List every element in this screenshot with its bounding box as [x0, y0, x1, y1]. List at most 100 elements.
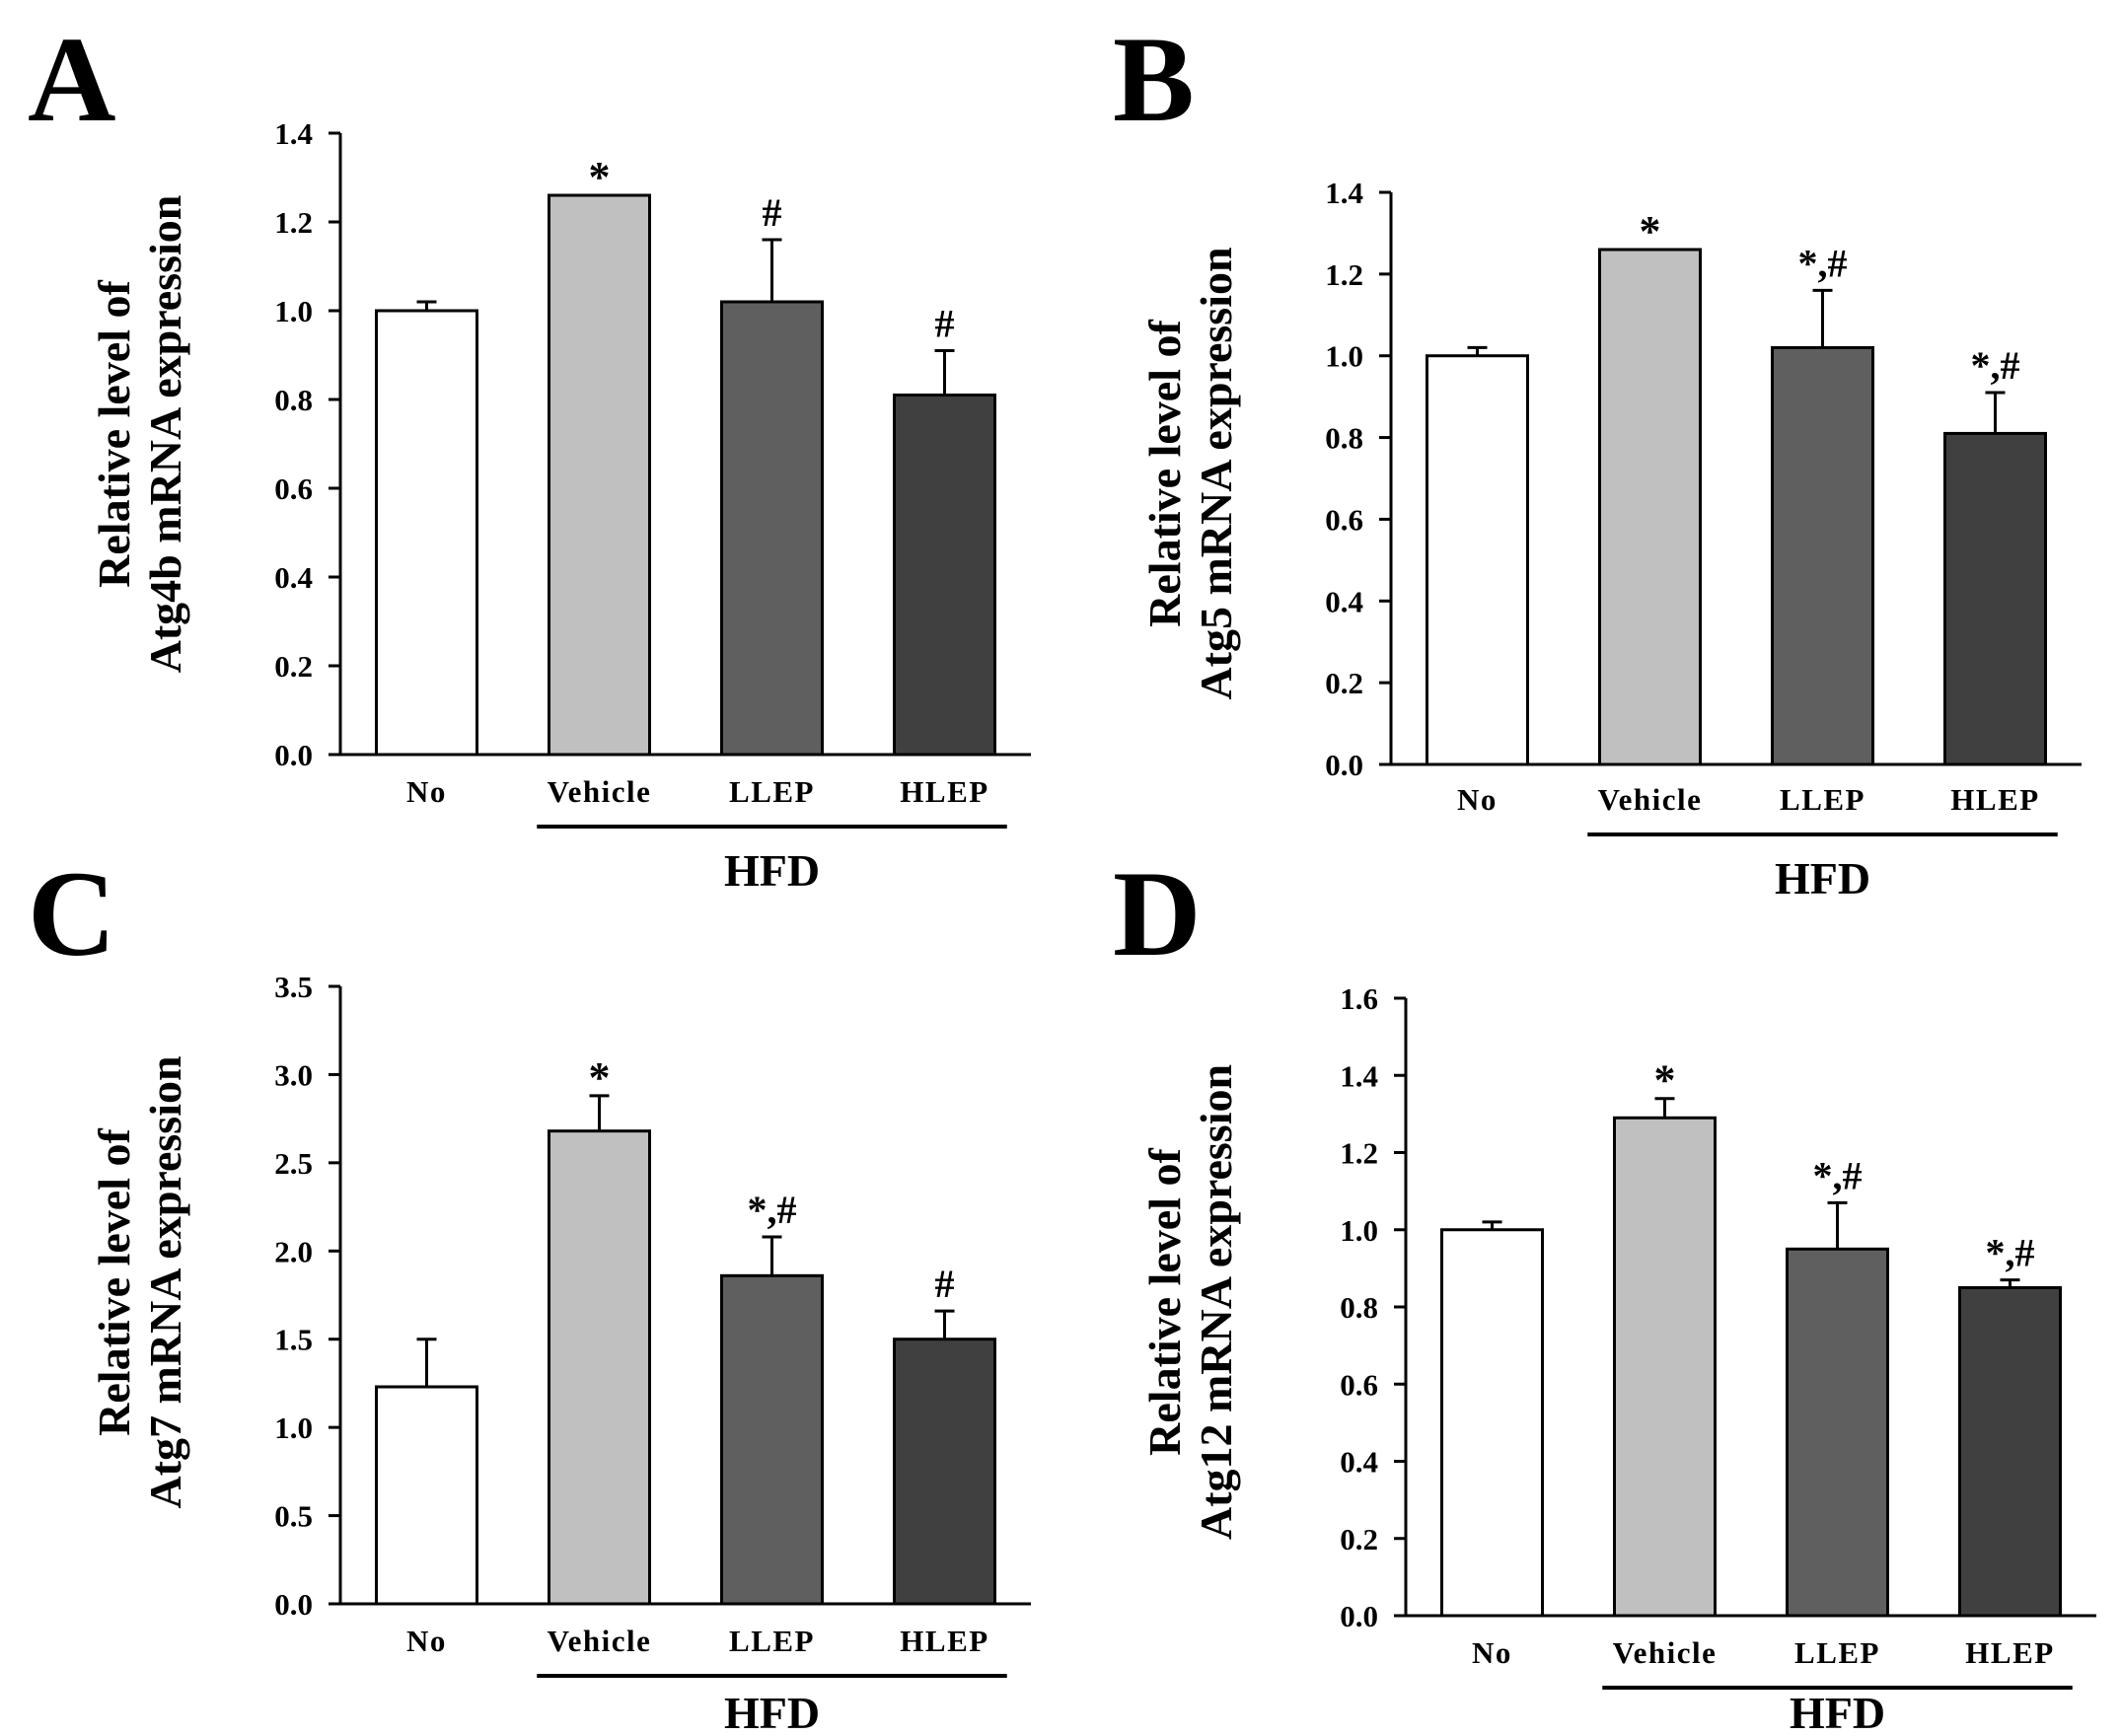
group-label-hfd: HFD: [1775, 853, 1870, 904]
y-ticks: 0.0 0.2 0.4 0.6 0.8 1.0 1.2 1.4: [1325, 176, 1391, 782]
y-tick-label: 0.6: [1325, 502, 1363, 537]
x-tick-label-no: No: [1457, 782, 1498, 817]
significance-vehicle: *: [589, 1053, 611, 1102]
bar-no: [1440, 1228, 1544, 1618]
chart-panel-b: B Relative level of Atg5 mRNA expression…: [1113, 12, 2082, 904]
bar-no: [1426, 354, 1529, 766]
y-tick-label: 1.5: [274, 1323, 313, 1357]
bar-hlep: [1958, 1285, 2062, 1618]
chart-panel-a: A Relative level of Atg4b mRNA expressio…: [28, 12, 1031, 896]
y-tick-label: 0.2: [1340, 1522, 1378, 1556]
panel-letter-a: A: [28, 12, 116, 147]
y-tick-label: 0.6: [274, 471, 313, 506]
bars: No * Vehicle # LLEP # HLEP: [375, 153, 996, 809]
bar-llep: [720, 1273, 824, 1606]
bar-no: [375, 1385, 478, 1606]
bars: No * Vehicle *,# LLEP *,# HLEP: [1426, 207, 2047, 817]
y-tick-label: 1.2: [274, 205, 313, 240]
y-axis-label-line2: Atg7 mRNA expression: [140, 1055, 190, 1508]
bar-hlep: [893, 394, 996, 757]
y-tick-label: 1.6: [1340, 981, 1378, 1016]
y-axis-label-d: Relative level of Atg12 mRNA expression: [1139, 1064, 1241, 1540]
y-tick-label: 0.4: [274, 560, 313, 595]
panel-letter-d: D: [1113, 846, 1202, 981]
y-tick-label: 1.2: [1340, 1136, 1378, 1171]
bar-hlep: [893, 1338, 996, 1606]
chart-panel-d: D Relative level of Atg12 mRNA expressio…: [1113, 846, 2096, 1736]
y-tick-label: 0.0: [274, 738, 313, 772]
bar-llep: [720, 300, 824, 757]
significance-llep: #: [763, 190, 782, 235]
group-label-hfd: HFD: [724, 845, 820, 896]
panel-letter-c: C: [28, 846, 116, 981]
y-axis-label-line2: Atg5 mRNA expression: [1191, 247, 1241, 699]
y-tick-label: 1.2: [1325, 257, 1363, 292]
significance-hlep: #: [935, 1262, 955, 1306]
y-tick-label: 0.2: [274, 649, 313, 684]
y-tick-label: 0.0: [1340, 1599, 1378, 1633]
y-ticks: 0.0 0.5 1.0 1.5 2.0 2.5 3.0 3.5: [274, 970, 340, 1622]
y-tick-label: 1.4: [1325, 176, 1363, 210]
y-tick-label: 1.0: [1340, 1213, 1378, 1248]
x-tick-label-vehicle: Vehicle: [548, 774, 652, 809]
bars: No * Vehicle *,# LLEP # HLEP: [375, 1053, 996, 1658]
group-label-hfd: HFD: [1790, 1688, 1885, 1736]
y-axis-label-c: Relative level of Atg7 mRNA expression: [89, 1055, 190, 1508]
y-tick-label: 0.4: [1325, 584, 1363, 618]
y-axis-label-line1: Relative level of: [89, 280, 139, 588]
bar-llep: [1771, 345, 1874, 766]
y-tick-label: 2.0: [274, 1234, 313, 1268]
y-ticks: 0.0 0.2 0.4 0.6 0.8 1.0 1.2 1.4 1.6: [1340, 981, 1406, 1633]
x-tick-label-vehicle: Vehicle: [1613, 1635, 1718, 1670]
x-tick-label-vehicle: Vehicle: [1598, 782, 1703, 817]
significance-llep: *,#: [1813, 1153, 1863, 1197]
panel-letter-b: B: [1113, 12, 1195, 147]
significance-hlep: *,#: [1986, 1231, 2035, 1275]
x-tick-label-no: No: [1472, 1635, 1512, 1670]
significance-llep: *,#: [1798, 241, 1848, 285]
y-tick-label: 0.0: [274, 1587, 313, 1622]
x-tick-label-no: No: [406, 1624, 447, 1658]
x-tick-label-llep: LLEP: [1780, 782, 1865, 817]
significance-vehicle: *: [1654, 1056, 1676, 1105]
bar-vehicle: [548, 193, 651, 757]
y-tick-label: 1.0: [1325, 339, 1363, 374]
bar-vehicle: [548, 1129, 651, 1606]
y-tick-label: 0.2: [1325, 666, 1363, 700]
y-tick-label: 1.0: [274, 1410, 313, 1445]
x-tick-label-hlep: HLEP: [900, 1624, 988, 1658]
bar-no: [375, 309, 478, 757]
y-axis-label-line1: Relative level of: [1139, 320, 1190, 627]
bar-llep: [1786, 1247, 1889, 1618]
bar-vehicle: [1598, 248, 1702, 766]
x-tick-label-llep: LLEP: [729, 774, 815, 809]
x-tick-label-llep: LLEP: [729, 1624, 815, 1658]
y-tick-label: 0.8: [1340, 1290, 1378, 1325]
y-axis-label-b: Relative level of Atg5 mRNA expression: [1139, 247, 1241, 699]
y-tick-label: 3.0: [274, 1057, 313, 1092]
y-ticks: 0.0 0.2 0.4 0.6 0.8 1.0 1.2 1.4: [274, 116, 340, 772]
bar-hlep: [1943, 431, 2047, 766]
y-tick-label: 1.4: [1340, 1058, 1378, 1093]
x-tick-label-hlep: HLEP: [900, 774, 988, 809]
y-axis-label-a: Relative level of Atg4b mRNA expression: [89, 195, 190, 674]
bars: No * Vehicle *,# LLEP *,# HLEP: [1440, 1056, 2062, 1670]
significance-llep: *,#: [748, 1188, 797, 1232]
group-label-hfd: HFD: [724, 1688, 820, 1736]
x-tick-label-hlep: HLEP: [1950, 782, 2039, 817]
y-tick-label: 1.4: [274, 116, 313, 151]
significance-hlep: *,#: [1971, 343, 2020, 388]
chart-panel-c: C Relative level of Atg7 mRNA expression…: [28, 846, 1031, 1736]
significance-vehicle: *: [1640, 207, 1661, 255]
y-tick-label: 2.5: [274, 1146, 313, 1181]
y-tick-label: 1.0: [274, 294, 313, 328]
y-tick-label: 0.5: [274, 1499, 313, 1534]
x-tick-label-no: No: [406, 774, 447, 809]
x-tick-label-llep: LLEP: [1794, 1635, 1880, 1670]
y-axis-label-line1: Relative level of: [89, 1128, 139, 1436]
significance-hlep: #: [935, 302, 955, 346]
y-tick-label: 0.8: [274, 383, 313, 417]
y-tick-label: 3.5: [274, 970, 313, 1004]
